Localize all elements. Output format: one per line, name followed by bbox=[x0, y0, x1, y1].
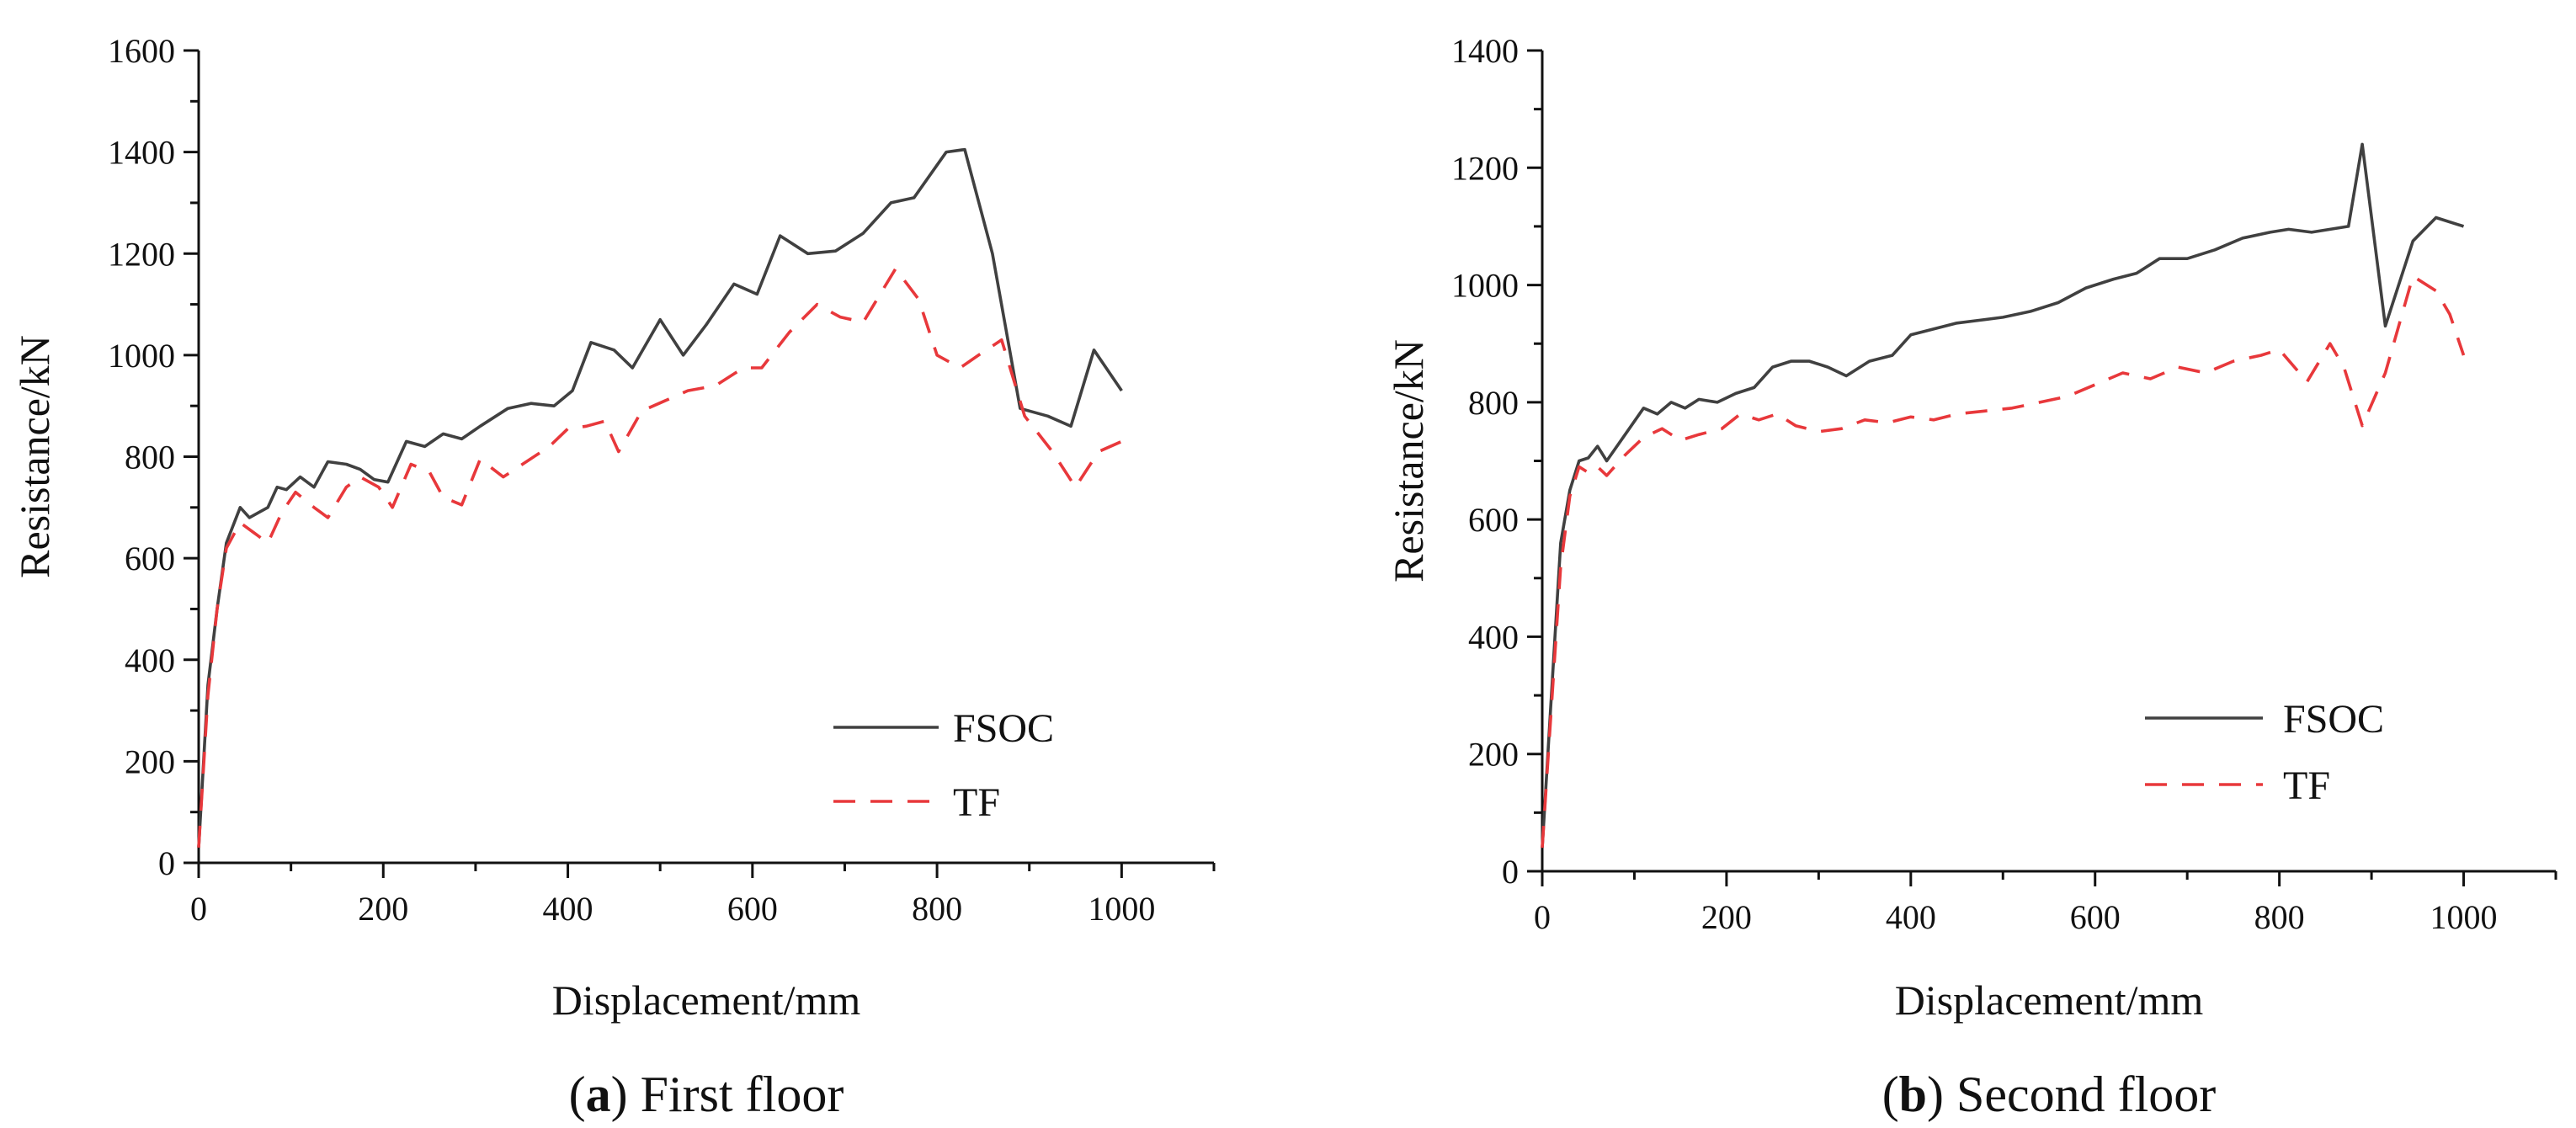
x-tick-label: 1000 bbox=[2430, 898, 2498, 936]
x-tick-label: 600 bbox=[727, 890, 778, 928]
y-tick-label: 200 bbox=[125, 742, 175, 780]
x-tick-label: 200 bbox=[1701, 898, 1752, 936]
legend-label-tf: TF bbox=[2283, 764, 2330, 808]
y-tick-label: 400 bbox=[1468, 618, 1519, 656]
x-tick-label: 600 bbox=[2070, 898, 2121, 936]
chart-second-floor: 0 200 400 600 800 1000 0 200 400 600 800 1000 1200 14… bbox=[1385, 32, 2557, 1122]
chart-first-floor: 0 200 400 600 800 1000 0 200 400 600 800 1000 1200 14… bbox=[11, 32, 1216, 1122]
series-line-tf bbox=[197, 267, 1123, 849]
y-tick-label: 1400 bbox=[1451, 32, 1519, 70]
y-tick-label: 0 bbox=[1502, 853, 1519, 891]
x-tick-label: 800 bbox=[2254, 898, 2305, 936]
x-tick-label: 0 bbox=[190, 890, 207, 928]
x-tick-label: 1000 bbox=[1088, 890, 1155, 928]
x-tick-label: 800 bbox=[912, 890, 962, 928]
y-tick-label: 1400 bbox=[108, 134, 175, 172]
figure-caption: (b) Second floor bbox=[1882, 1067, 2217, 1122]
legend-label-fsoc: FSOC bbox=[2283, 697, 2384, 742]
y-tick-label: 1200 bbox=[108, 235, 175, 273]
y-tick-label: 600 bbox=[125, 540, 175, 577]
y-axis-label: Resistance/kN bbox=[1385, 339, 1432, 583]
y-tick-label: 600 bbox=[1468, 501, 1519, 539]
x-axis-label: Displacement/mm bbox=[1895, 976, 2204, 1024]
series-line-fsoc bbox=[197, 147, 1123, 849]
y-tick-label: 1600 bbox=[108, 32, 175, 70]
legend-label-tf: TF bbox=[953, 780, 1000, 825]
y-tick-label: 400 bbox=[125, 641, 175, 679]
series-line-fsoc bbox=[1541, 142, 2465, 849]
y-axis-label: Resistance/kN bbox=[11, 335, 58, 578]
y-tick-label: 0 bbox=[158, 844, 175, 882]
x-tick-label: 400 bbox=[1886, 898, 1936, 936]
y-tick-label: 200 bbox=[1468, 736, 1519, 774]
x-tick-label: 400 bbox=[543, 890, 593, 928]
x-tick-label: 0 bbox=[1534, 898, 1551, 936]
y-tick-label: 800 bbox=[1468, 384, 1519, 422]
legend-label-fsoc: FSOC bbox=[953, 706, 1054, 751]
figure-caption: (a) First floor bbox=[569, 1067, 844, 1122]
x-axis-label: Displacement/mm bbox=[552, 976, 861, 1024]
y-tick-label: 1000 bbox=[1451, 267, 1519, 305]
y-tick-label: 1000 bbox=[108, 337, 175, 375]
y-tick-label: 800 bbox=[125, 439, 175, 476]
x-tick-label: 200 bbox=[358, 890, 408, 928]
y-tick-label: 1200 bbox=[1451, 149, 1519, 187]
series-line-tf bbox=[1541, 274, 2466, 849]
